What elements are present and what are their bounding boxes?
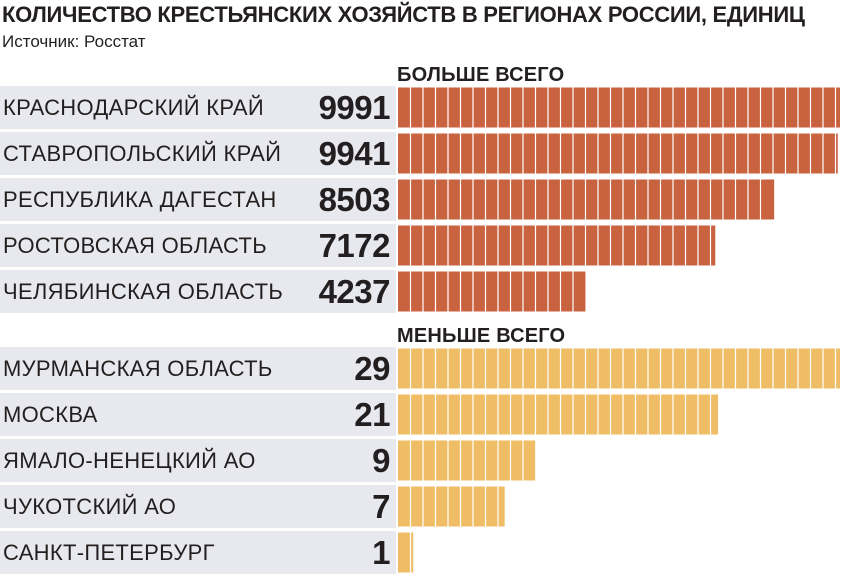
table-row: МОСКВА 21 bbox=[0, 393, 396, 436]
bar bbox=[398, 394, 719, 435]
chart-title: КОЛИЧЕСТВО КРЕСТЬЯНСКИХ ХОЗЯЙСТВ В РЕГИО… bbox=[2, 2, 805, 27]
region-label: КРАСНОДАРСКИЙ КРАЙ bbox=[3, 95, 264, 120]
value-label: 21 bbox=[354, 396, 390, 433]
region-label: МОСКВА bbox=[3, 402, 98, 427]
bar bbox=[398, 486, 505, 527]
section-title-most: БОЛЬШЕ ВСЕГО bbox=[397, 64, 565, 86]
value-label: 29 bbox=[354, 350, 390, 387]
table-row: МУРМАНСКАЯ ОБЛАСТЬ 29 bbox=[0, 347, 396, 390]
region-label: ЧУКОТСКИЙ АО bbox=[3, 494, 177, 519]
value-label: 9991 bbox=[318, 89, 391, 126]
value-label: 8503 bbox=[318, 181, 391, 218]
region-label: РЕСПУБЛИКА ДАГЕСТАН bbox=[3, 187, 277, 212]
region-label: ЧЕЛЯБИНСКАЯ ОБЛАСТЬ bbox=[3, 279, 284, 304]
bar bbox=[398, 348, 840, 389]
value-label: 9941 bbox=[318, 135, 391, 172]
value-label: 7 bbox=[372, 488, 390, 525]
bar bbox=[398, 87, 840, 128]
value-label: 4237 bbox=[318, 273, 391, 310]
source-note: Источник: Росстат bbox=[2, 32, 146, 51]
region-label: ЯМАЛО-НЕНЕЦКИЙ АО bbox=[3, 448, 256, 473]
table-row: ЧЕЛЯБИНСКАЯ ОБЛАСТЬ 4237 bbox=[0, 270, 396, 313]
table-row: РОСТОВСКАЯ ОБЛАСТЬ 7172 bbox=[0, 224, 396, 267]
value-label: 1 bbox=[372, 534, 390, 571]
bar bbox=[398, 225, 716, 266]
bar bbox=[398, 532, 414, 573]
table-row: САНКТ-ПЕТЕРБУРГ 1 bbox=[0, 531, 396, 574]
section-title-least: МЕНЬШЕ ВСЕГО bbox=[397, 325, 566, 347]
region-label: МУРМАНСКАЯ ОБЛАСТЬ bbox=[3, 356, 273, 381]
bar bbox=[398, 271, 586, 312]
region-label: САНКТ-ПЕТЕРБУРГ bbox=[3, 540, 215, 565]
value-label: 9 bbox=[372, 442, 390, 479]
bar bbox=[398, 440, 536, 481]
bar bbox=[398, 133, 838, 174]
region-label: РОСТОВСКАЯ ОБЛАСТЬ bbox=[3, 233, 267, 258]
table-row: ЯМАЛО-НЕНЕЦКИЙ АО 9 bbox=[0, 439, 396, 482]
table-row: РЕСПУБЛИКА ДАГЕСТАН 8503 bbox=[0, 178, 396, 221]
table-row: ЧУКОТСКИЙ АО 7 bbox=[0, 485, 396, 528]
region-label: СТАВРОПОЛЬСКИЙ КРАЙ bbox=[3, 141, 282, 166]
value-label: 7172 bbox=[318, 227, 391, 264]
table-row: СТАВРОПОЛЬСКИЙ КРАЙ 9941 bbox=[0, 132, 396, 175]
table-row: КРАСНОДАРСКИЙ КРАЙ 9991 bbox=[0, 86, 396, 129]
bar bbox=[398, 179, 775, 220]
